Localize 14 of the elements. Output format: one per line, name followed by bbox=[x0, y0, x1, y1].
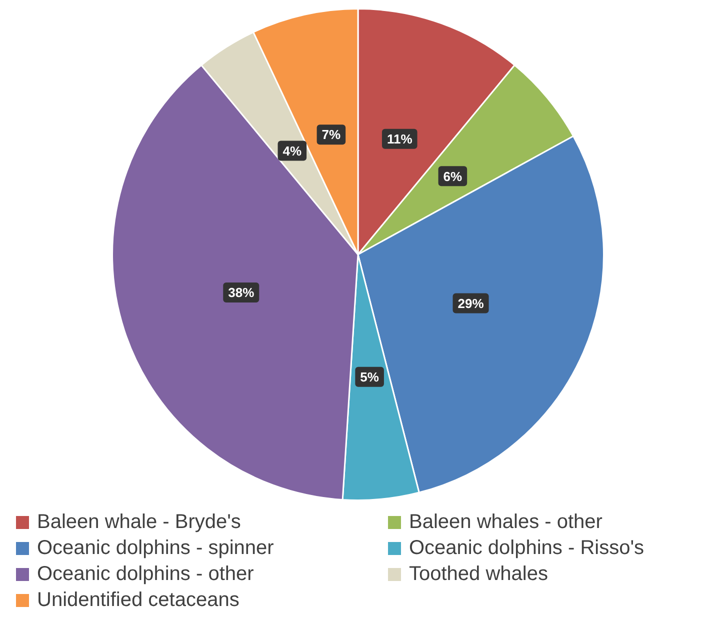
legend-label: Baleen whales - other bbox=[409, 510, 602, 535]
legend-label: Oceanic dolphins - Risso's bbox=[409, 536, 644, 561]
data-label: 29% bbox=[458, 296, 484, 311]
data-label: 38% bbox=[228, 285, 255, 300]
data-label: 4% bbox=[282, 143, 302, 158]
legend-label: Oceanic dolphins - other bbox=[37, 562, 254, 587]
legend-label: Toothed whales bbox=[409, 562, 548, 587]
legend-label: Baleen whale - Bryde's bbox=[37, 510, 241, 535]
legend-label: Oceanic dolphins - spinner bbox=[37, 536, 274, 561]
data-label: 5% bbox=[360, 369, 380, 384]
data-label: 7% bbox=[322, 127, 342, 142]
legend-label: Unidentified cetaceans bbox=[37, 588, 240, 613]
data-label: 6% bbox=[443, 168, 463, 184]
data-label: 11% bbox=[386, 131, 413, 146]
